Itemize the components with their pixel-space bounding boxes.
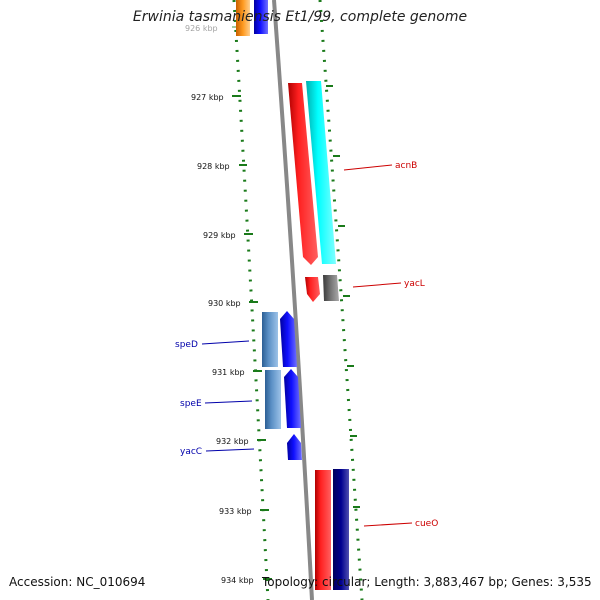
tick-group: 926 kbp 927 kbp 928 kbp 929 kbp 930 kbp … [185, 24, 360, 585]
cds-acnB-feature [306, 81, 336, 264]
genome-summary-text: Topology: circular; Length: 3,883,467 bp… [262, 575, 592, 589]
gene-label-cueO: cueO [415, 519, 438, 529]
tick-label: 926 kbp [185, 24, 218, 33]
genome-backbone [272, 0, 314, 600]
gene-label-acnB: acnB [395, 161, 417, 171]
tick-label: 932 kbp [216, 437, 249, 446]
feature-blue-top [254, 0, 268, 34]
inner-dotted-track [232, 0, 270, 600]
gene-label-speD: speD [175, 340, 198, 350]
outer-dotted-track [318, 0, 364, 600]
yacC-leader-line [205, 448, 255, 452]
gene-label-speE: speE [180, 399, 202, 409]
cds-speE-feature [265, 370, 281, 429]
gene-yacC-arrow [287, 434, 302, 460]
tick-label: 930 kbp [208, 299, 241, 308]
cds-yacL-feature [323, 275, 339, 301]
gene-label-yacL: yacL [404, 279, 425, 289]
speE-leader-line [204, 400, 253, 404]
tick-label: 933 kbp [219, 507, 252, 516]
accession-text: Accession: NC_010694 [9, 575, 146, 589]
tick-label: 927 kbp [191, 93, 224, 102]
tick-label: 931 kbp [212, 368, 245, 377]
speD-leader-line [201, 340, 250, 345]
cds-speD-feature [262, 312, 278, 367]
tick-label: 928 kbp [197, 162, 230, 171]
gene-acnB-arrow [288, 83, 318, 265]
gene-speD-arrow [280, 311, 297, 367]
cds-cueO-feature [333, 469, 349, 590]
acnB-leader-line [343, 164, 393, 171]
feature-orange-top [236, 0, 250, 36]
cueO-leader-line [363, 522, 413, 527]
gene-speE-arrow [284, 369, 301, 428]
map-title: Erwinia tasmaniensis Et1/99, complete ge… [132, 9, 468, 25]
gene-cueO-feature [315, 470, 331, 590]
tick-label: 934 kbp [221, 576, 254, 585]
gene-yacL-arrow [305, 277, 320, 302]
gene-label-yacC: yacC [180, 447, 202, 457]
tick-label: 929 kbp [203, 231, 236, 240]
yacL-leader-line [352, 282, 402, 288]
